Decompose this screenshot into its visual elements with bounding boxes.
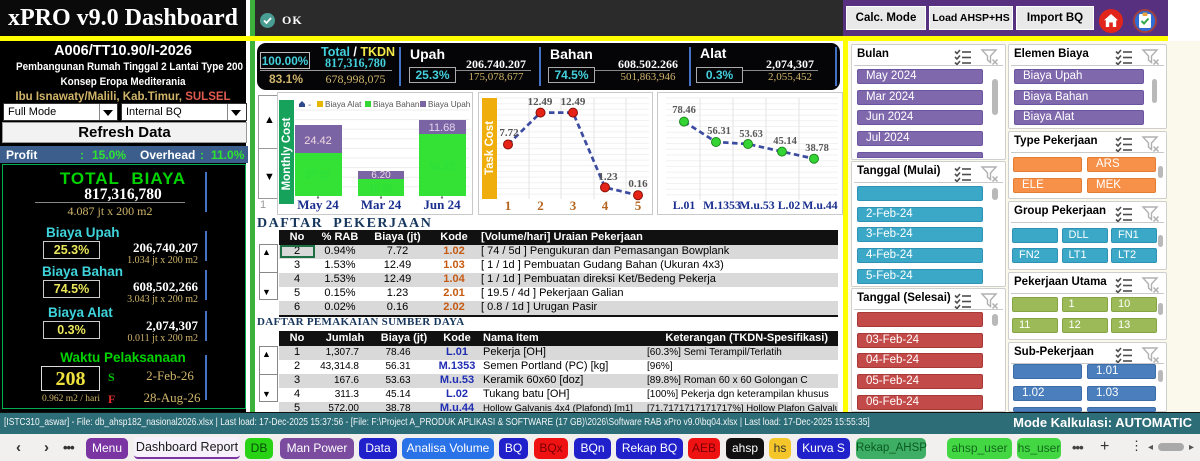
svg-text:12.49: 12.49	[561, 96, 586, 108]
svg-text:45.14: 45.14	[773, 136, 797, 147]
svg-text:M.u.44: M.u.44	[802, 198, 837, 212]
svg-text:Task Cost: Task Cost	[484, 121, 496, 175]
svg-text:Biaya Bahan: Biaya Bahan	[373, 100, 420, 109]
svg-text:Biaya Alat: Biaya Alat	[325, 100, 362, 109]
svg-text:Monthly Cost: Monthly Cost	[281, 117, 293, 190]
svg-text:1.23: 1.23	[598, 171, 618, 183]
svg-text:7.72: 7.72	[499, 127, 519, 139]
svg-text:5: 5	[635, 198, 642, 213]
svg-text:L.02: L.02	[778, 198, 801, 212]
svg-text:May 24: May 24	[297, 197, 339, 212]
svg-text:Biaya Upah: Biaya Upah	[428, 100, 471, 109]
svg-text:M.1353: M.1353	[703, 198, 741, 212]
svg-text:Mar 24: Mar 24	[361, 197, 402, 212]
svg-text:54.32: 54.32	[429, 162, 454, 173]
svg-text:12.49: 12.49	[528, 96, 553, 108]
svg-text:3: 3	[570, 198, 577, 213]
svg-text:24.42: 24.42	[304, 135, 332, 147]
svg-text:53.63: 53.63	[739, 129, 763, 140]
svg-text:2: 2	[537, 198, 544, 213]
svg-text:0.16: 0.16	[628, 178, 648, 190]
svg-text:38.78: 38.78	[805, 143, 829, 154]
svg-text:11.68: 11.68	[429, 122, 456, 134]
svg-text:56.31: 56.31	[707, 126, 731, 137]
svg-text:37.35: 37.35	[305, 170, 330, 181]
svg-text:15.58: 15.58	[369, 183, 393, 194]
svg-text:-: -	[308, 100, 311, 111]
svg-text:Jun 24: Jun 24	[423, 197, 461, 212]
svg-text:M.u.53: M.u.53	[739, 198, 774, 212]
svg-text:78.46: 78.46	[672, 105, 696, 116]
svg-text:L.01: L.01	[673, 198, 696, 212]
svg-text:4: 4	[602, 198, 609, 213]
svg-text:1: 1	[505, 198, 512, 213]
svg-text:6.20: 6.20	[371, 170, 391, 181]
